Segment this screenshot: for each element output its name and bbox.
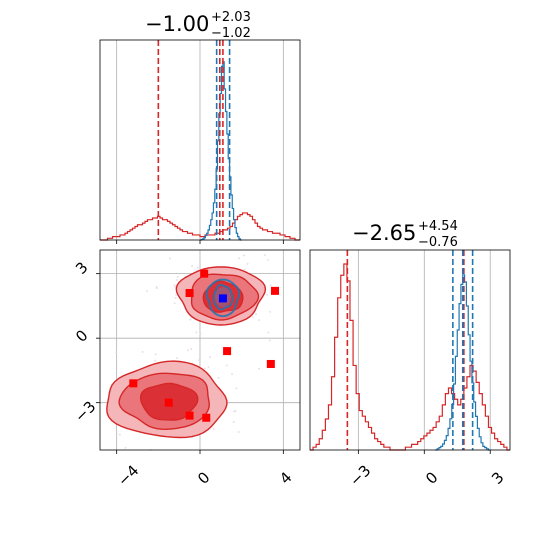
sample-point [203, 367, 206, 370]
marginal-2-x-tick-label: 0 [422, 468, 441, 487]
sample-point [268, 339, 271, 342]
sample-point [174, 285, 177, 288]
sample-point [237, 431, 240, 434]
panel-frame [99, 39, 301, 241]
joint-x-tick-labels: −4 0 4 [114, 461, 295, 489]
sample-point [238, 257, 241, 260]
sample-point [174, 293, 177, 296]
title-param-2-value: −2.65 [352, 221, 416, 245]
sample-point [198, 359, 201, 362]
sample-point [118, 433, 121, 436]
joint-x-tick-label: −4 [114, 461, 142, 489]
sample-point [231, 373, 234, 376]
sample-point [232, 421, 235, 424]
sample-point [255, 313, 258, 316]
sample-point [209, 356, 212, 359]
sample-point [269, 310, 272, 313]
marker-red [164, 398, 173, 407]
marker-red [185, 289, 194, 298]
contour-blue [205, 278, 241, 318]
sample-point [212, 427, 215, 430]
marginal-2-x-tick-label: 3 [488, 468, 507, 487]
title-param-2: −2.65 +4.54 −0.76 [352, 219, 458, 250]
sample-point [174, 296, 177, 299]
sample-point [217, 376, 220, 379]
sample-point [195, 331, 198, 334]
marker-blue [218, 294, 227, 303]
sample-point [115, 351, 118, 354]
sample-point [145, 289, 148, 292]
sample-point [176, 357, 179, 360]
sample-point [189, 318, 192, 321]
marker-red [266, 359, 275, 368]
panel-background [310, 250, 510, 450]
sample-point [124, 446, 127, 449]
joint-panel [96, 249, 301, 454]
marker-red [129, 379, 138, 388]
sample-point [191, 265, 194, 268]
sample-point [154, 353, 157, 356]
title-param-2-lower: −0.76 [418, 235, 458, 250]
sample-point [225, 364, 228, 367]
title-param-1-upper: +2.03 [211, 10, 251, 25]
sample-point [266, 293, 269, 296]
sample-point [251, 316, 254, 319]
joint-y-tick-labels: −3 0 3 [71, 258, 99, 425]
sample-point [233, 410, 236, 413]
sample-point [155, 286, 158, 289]
sample-point [173, 302, 176, 305]
title-param-1: −1.00 +2.03 −1.02 [145, 10, 251, 41]
sample-point [267, 331, 270, 334]
sample-point [269, 284, 272, 287]
contour-blue [212, 283, 234, 311]
sample-point [246, 262, 249, 265]
marker-red [223, 347, 232, 356]
marginal-panel-param-1 [99, 39, 301, 244]
histogram-red [100, 212, 300, 241]
marginal-2-x-tick-labels: −3 0 3 [346, 461, 507, 489]
sample-point [258, 319, 261, 322]
joint-x-tick-label: 4 [276, 468, 295, 487]
title-param-1-value: −1.00 [145, 12, 209, 36]
sample-point [175, 279, 178, 282]
marker-red [200, 269, 209, 278]
histogram-blue [200, 61, 242, 241]
joint-y-tick-label: −3 [71, 397, 99, 425]
marker-red [271, 286, 279, 295]
sample-point [258, 367, 261, 370]
sample-point [263, 253, 266, 256]
sample-point [267, 259, 270, 262]
sample-point [190, 348, 193, 351]
marker-red [202, 413, 211, 422]
marginal-2-x-tick-label: −3 [346, 461, 374, 489]
sample-point [168, 257, 171, 260]
marginal-panel-param-2 [309, 249, 511, 454]
panel-frame [99, 249, 301, 451]
sample-point [196, 266, 199, 269]
panel-frame [309, 249, 511, 451]
sample-point [186, 349, 189, 352]
sample-point [154, 359, 157, 362]
sample-point [173, 284, 176, 287]
title-param-2-upper: +4.54 [418, 219, 458, 234]
marker-red [185, 411, 194, 420]
sample-point [176, 275, 179, 278]
sample-point [243, 268, 246, 271]
joint-y-tick-label: 0 [72, 326, 91, 345]
histogram-red [310, 263, 510, 451]
joint-x-tick-label: 0 [194, 468, 213, 487]
sample-point [207, 366, 210, 369]
sample-point [141, 350, 144, 353]
sample-point [235, 387, 238, 390]
sample-point [199, 332, 202, 335]
title-param-1-lower: −1.02 [211, 26, 251, 41]
joint-y-tick-label: 3 [72, 258, 91, 277]
sample-point [242, 254, 245, 257]
